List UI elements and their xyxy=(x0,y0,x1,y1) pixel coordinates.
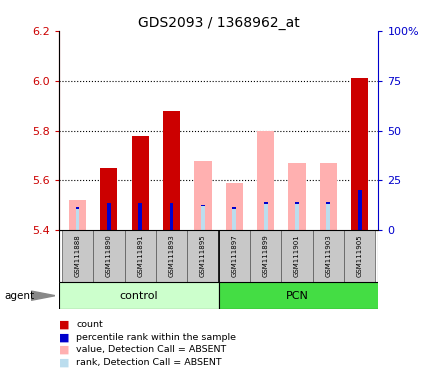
Text: ■: ■ xyxy=(59,345,69,355)
Bar xyxy=(326,203,329,230)
Bar xyxy=(155,230,187,282)
Title: GDS2093 / 1368962_at: GDS2093 / 1368962_at xyxy=(138,16,299,30)
Bar xyxy=(357,190,361,230)
Polygon shape xyxy=(31,291,55,300)
Text: percentile rank within the sample: percentile rank within the sample xyxy=(76,333,236,342)
Text: PCN: PCN xyxy=(285,291,308,301)
Bar xyxy=(163,111,180,230)
Bar xyxy=(132,136,148,230)
Text: GSM111893: GSM111893 xyxy=(168,234,174,276)
Bar xyxy=(194,161,211,230)
Bar xyxy=(76,208,79,230)
Bar xyxy=(169,203,173,230)
Bar xyxy=(288,163,305,230)
Bar xyxy=(250,230,281,282)
Text: value, Detection Call = ABSENT: value, Detection Call = ABSENT xyxy=(76,345,226,354)
Bar xyxy=(232,208,236,230)
Text: ■: ■ xyxy=(59,358,69,367)
Bar xyxy=(319,163,336,230)
Bar xyxy=(59,282,218,309)
Text: GSM111901: GSM111901 xyxy=(293,234,299,276)
Text: GSM111899: GSM111899 xyxy=(262,234,268,276)
Bar xyxy=(350,78,368,230)
Bar xyxy=(232,207,236,209)
Bar xyxy=(69,200,86,230)
Bar xyxy=(124,230,155,282)
Bar xyxy=(201,205,204,206)
Bar xyxy=(76,207,79,209)
Bar xyxy=(281,230,312,282)
Text: GSM111905: GSM111905 xyxy=(356,234,362,276)
Bar xyxy=(138,203,142,230)
Bar xyxy=(62,230,93,282)
Bar xyxy=(93,230,124,282)
Text: rank, Detection Call = ABSENT: rank, Detection Call = ABSENT xyxy=(76,358,221,367)
Bar xyxy=(312,230,343,282)
Bar xyxy=(294,203,298,230)
Bar xyxy=(187,230,218,282)
Bar xyxy=(343,230,375,282)
Text: agent: agent xyxy=(4,291,34,301)
Bar xyxy=(263,203,267,230)
Text: count: count xyxy=(76,320,102,329)
Bar xyxy=(218,282,396,309)
Bar xyxy=(263,202,267,204)
Bar xyxy=(225,183,242,230)
Bar xyxy=(256,131,273,230)
Text: GSM111891: GSM111891 xyxy=(137,234,143,276)
Text: GSM111903: GSM111903 xyxy=(325,234,331,276)
Text: GSM111895: GSM111895 xyxy=(200,234,205,276)
Bar xyxy=(100,168,117,230)
Text: ■: ■ xyxy=(59,332,69,342)
Text: control: control xyxy=(119,291,158,301)
Bar xyxy=(326,202,329,204)
Text: GSM111890: GSM111890 xyxy=(105,234,112,276)
Text: GSM111888: GSM111888 xyxy=(74,234,80,276)
Bar xyxy=(218,230,250,282)
Text: GSM111897: GSM111897 xyxy=(231,234,237,276)
Bar xyxy=(201,205,204,230)
Bar xyxy=(294,202,298,204)
Text: ■: ■ xyxy=(59,319,69,329)
Bar xyxy=(107,203,111,230)
